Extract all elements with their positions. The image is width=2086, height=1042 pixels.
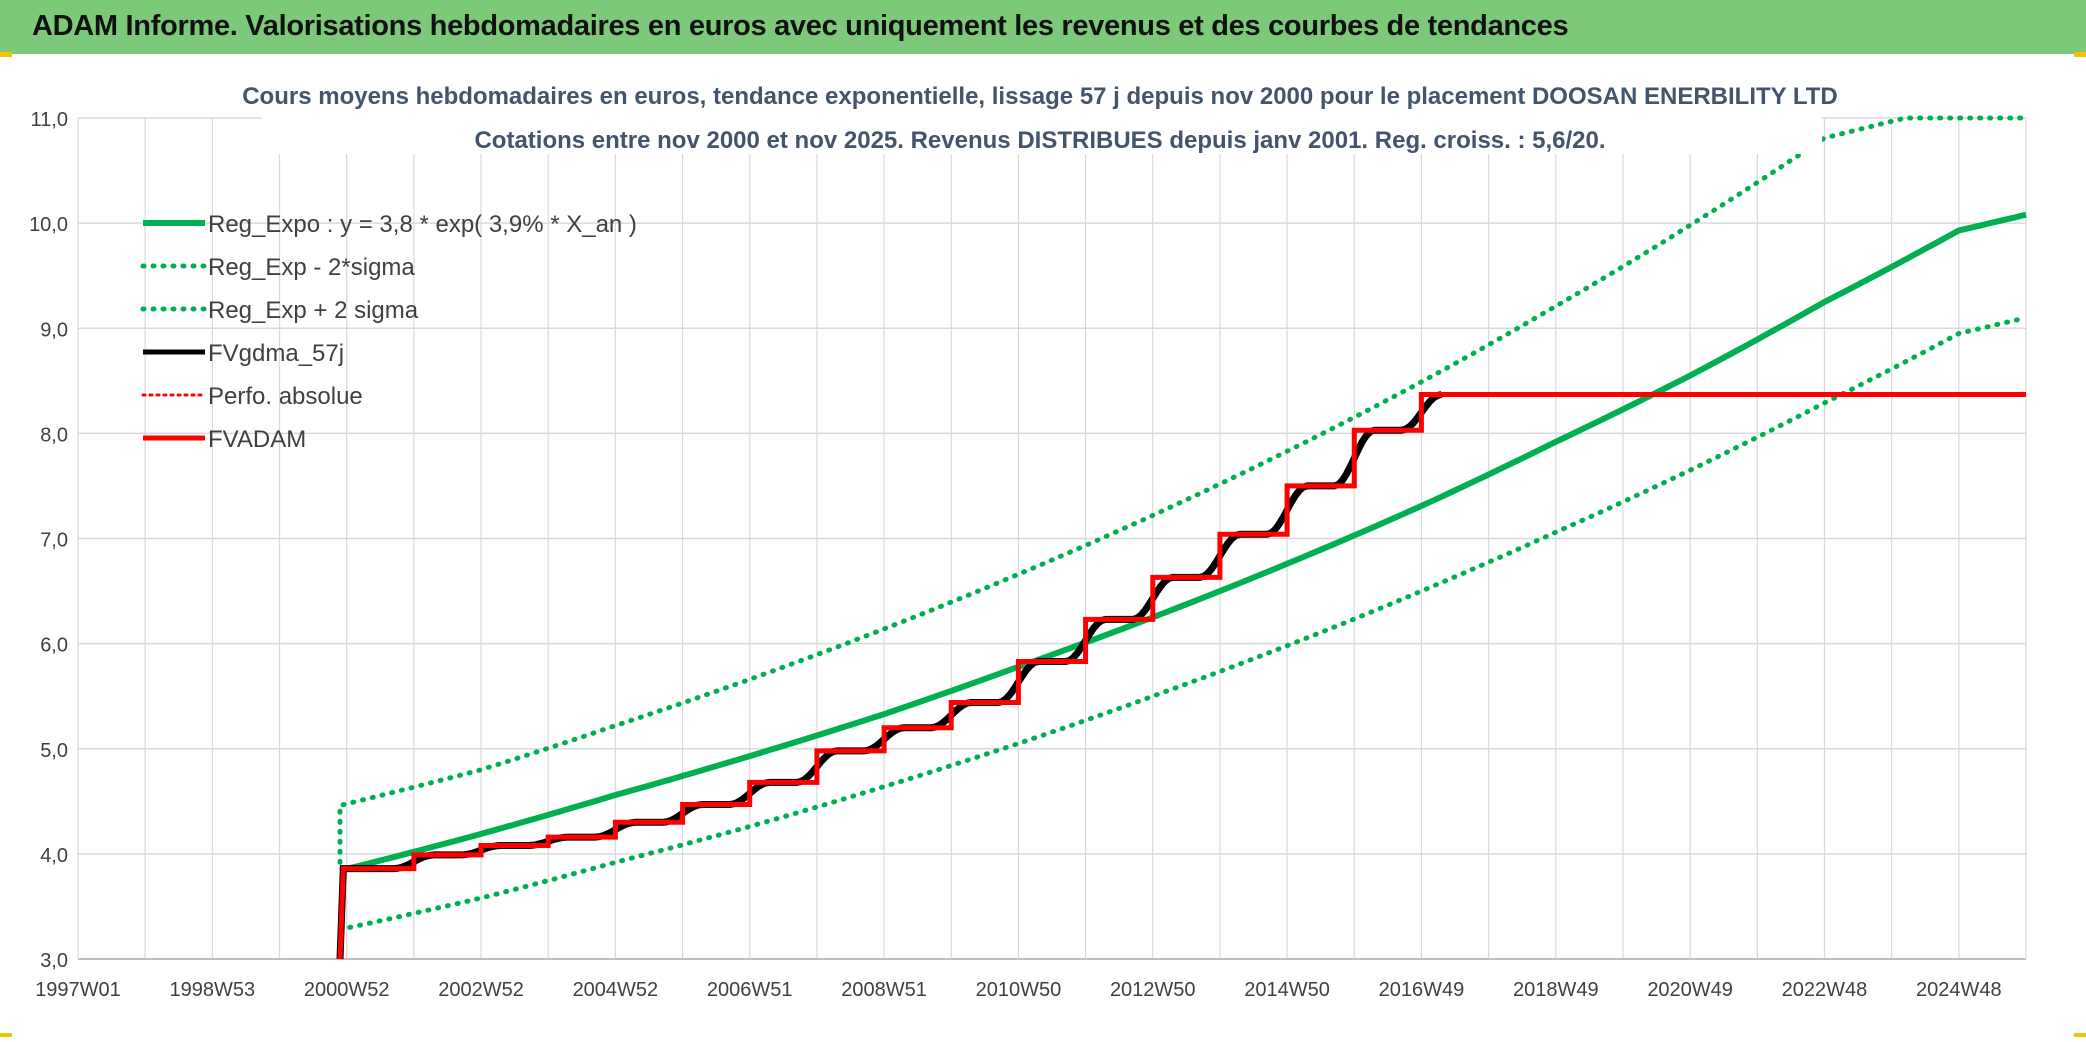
series-fvgdma-57j bbox=[336, 391, 1443, 960]
y-tick-label: 9,0 bbox=[40, 319, 68, 341]
x-tick-label: 2002W52 bbox=[438, 979, 524, 1001]
report-banner: ADAM Informe. Valorisations hebdomadaire… bbox=[0, 0, 2086, 54]
x-tick-label: 2008W51 bbox=[841, 979, 927, 1001]
y-tick-label: 3,0 bbox=[40, 950, 68, 972]
chart-frame: 3,0 4,0 5,0 6,0 7,0 8,0 9,0 10,0 11,0 1997W01 199… bbox=[0, 54, 2086, 1037]
x-axis-tick-labels: 1997W01 1998W53 2000W52 2002W52 2004W52 2006W… bbox=[35, 979, 2001, 1001]
corner-mark-bottom-right bbox=[2074, 1033, 2086, 1037]
y-axis-tick-labels: 3,0 4,0 5,0 6,0 7,0 8,0 9,0 10,0 11,0 bbox=[29, 109, 68, 972]
y-tick-label: 7,0 bbox=[40, 530, 68, 552]
y-tick-label: 6,0 bbox=[40, 635, 68, 657]
chart: 3,04,05,06,07,08,09,010,011,0 1997W01 199… bbox=[29, 62, 2029, 1001]
legend-label: FVADAM bbox=[208, 426, 306, 453]
corner-mark-top-left bbox=[0, 52, 12, 57]
legend-label: FVgdma_57j bbox=[208, 340, 344, 367]
x-tick-label: 2016W49 bbox=[1379, 979, 1465, 1001]
series-lines bbox=[336, 115, 2029, 960]
y-tick-label: 8,0 bbox=[40, 424, 68, 446]
y-tick-label: 5,0 bbox=[40, 740, 68, 762]
y-tick-label: 11,0 bbox=[31, 109, 68, 131]
grid-lines bbox=[77, 117, 2027, 960]
series-reg-plus-2-sigma bbox=[337, 115, 2029, 865]
x-tick-label: 2012W50 bbox=[1110, 979, 1196, 1001]
series-reg-minus-2-sigma bbox=[337, 315, 2029, 933]
y-tick-label: 10,0 bbox=[29, 214, 68, 236]
legend-label: Perfo. absolue bbox=[208, 383, 363, 410]
x-tick-label: 2000W52 bbox=[304, 979, 390, 1001]
chart-title-line-2: Cotations entre nov 2000 et nov 2025. Re… bbox=[474, 127, 1605, 154]
x-tick-label: 2018W49 bbox=[1513, 979, 1599, 1001]
x-tick-label: 1998W53 bbox=[170, 979, 256, 1001]
x-tick-label: 2006W51 bbox=[707, 979, 793, 1001]
x-tick-label: 2020W49 bbox=[1647, 979, 1733, 1001]
chart-titles: Cours moyens hebdomadaires en euros, ten… bbox=[242, 62, 1838, 154]
legend-label: Reg_Expo : y = 3,8 * exp( 3,9% * X_an ) bbox=[208, 211, 637, 238]
legend-label: Reg_Exp - 2*sigma bbox=[208, 254, 415, 281]
series-fvadam bbox=[337, 392, 2026, 960]
legend: Reg_Expo : y = 3,8 * exp( 3,9% * X_an ) R… bbox=[140, 211, 637, 453]
title-background bbox=[262, 62, 1822, 154]
report-title: ADAM Informe. Valorisations hebdomadaire… bbox=[32, 10, 1569, 42]
x-tick-label: 2004W52 bbox=[573, 979, 659, 1001]
corner-mark-bottom-left bbox=[0, 1033, 12, 1037]
y-tick-label: 4,0 bbox=[40, 845, 68, 867]
x-tick-label: 1997W01 bbox=[35, 979, 121, 1001]
x-tick-label: 2022W48 bbox=[1782, 979, 1868, 1001]
x-tick-label: 2024W48 bbox=[1916, 979, 2002, 1001]
x-tick-label: 2010W50 bbox=[976, 979, 1062, 1001]
legend-label: Reg_Exp + 2 sigma bbox=[208, 297, 419, 324]
x-tick-label: 2014W50 bbox=[1244, 979, 1330, 1001]
series-reg-expo bbox=[339, 211, 2027, 874]
chart-title-line-1: Cours moyens hebdomadaires en euros, ten… bbox=[242, 83, 1838, 110]
corner-mark-top-right bbox=[2074, 52, 2086, 57]
